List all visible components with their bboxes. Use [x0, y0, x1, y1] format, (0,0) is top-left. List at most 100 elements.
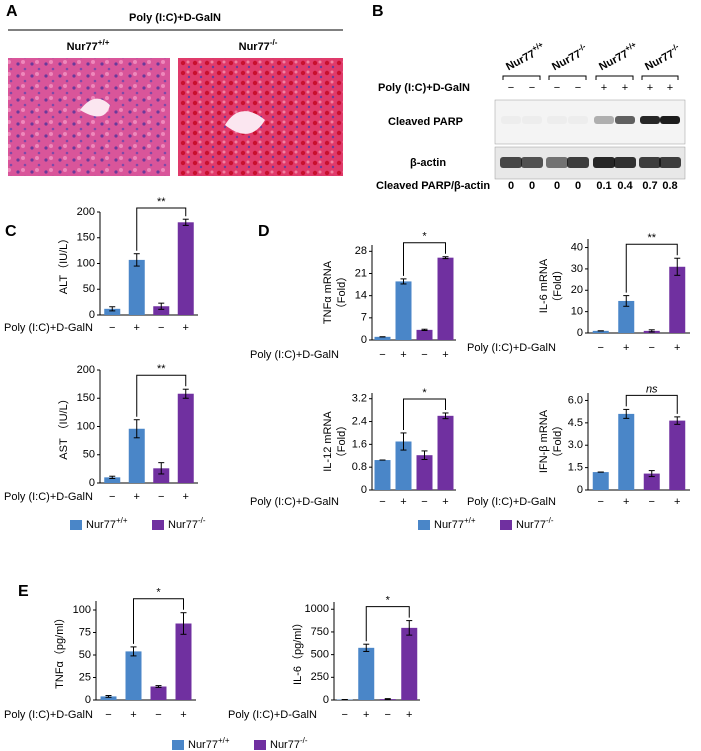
y-tick-label: 14	[355, 290, 367, 302]
error-bar	[158, 302, 165, 310]
error-bar	[442, 256, 449, 260]
x-tick-label: +	[134, 322, 140, 334]
x-row-label: Poly (I:C)+D-GalN	[467, 496, 556, 508]
x-row-label: Poly (I:C)+D-GalN	[228, 709, 317, 721]
x-tick-label: −	[158, 322, 164, 334]
group-label-sup: +/+	[98, 38, 110, 47]
band	[546, 157, 568, 168]
significance-bracket	[365, 606, 410, 642]
y-tick-label: 0	[85, 694, 91, 706]
legend-label: Nur77-/-	[168, 516, 206, 531]
bar	[416, 329, 433, 340]
x-tick-label: +	[180, 709, 186, 721]
significance-label: ns	[646, 383, 658, 395]
error-bar	[648, 329, 655, 333]
group-label-base: Nur77	[597, 48, 630, 73]
error-bar	[421, 328, 428, 331]
y-axis-label: （Fold）	[551, 420, 564, 463]
significance-bracket	[403, 242, 446, 276]
bar	[128, 259, 145, 315]
blot-label: β-actin	[410, 157, 446, 169]
y-axis-label: TNFα（pg/ml）	[53, 612, 66, 689]
bar	[125, 651, 142, 700]
band	[594, 116, 614, 124]
legend-label: Nur77+/+	[86, 516, 128, 531]
error-bar	[109, 306, 116, 312]
x-tick-label: +	[623, 342, 629, 354]
legend-label-sup: +/+	[464, 516, 476, 525]
y-tick-label: 1.6	[352, 438, 367, 450]
x-tick-label: +	[400, 349, 406, 361]
significance-label: **	[157, 363, 166, 375]
bar	[374, 460, 391, 490]
bar	[618, 300, 635, 333]
legend-label-sup: +/+	[218, 736, 230, 745]
y-tick-label: 20	[571, 284, 583, 296]
panel-title: Poly (I:C)+D-GalN	[129, 12, 221, 24]
panel-label: D	[258, 223, 270, 240]
legend-label-sup: -/-	[546, 516, 554, 525]
x-tick-label: +	[363, 709, 369, 721]
x-tick-label: −	[155, 709, 161, 721]
error-bar	[155, 685, 162, 688]
x-row-label: Poly (I:C)+D-GalN	[250, 349, 339, 361]
x-tick-label: −	[109, 491, 115, 503]
y-tick-label: 28	[355, 245, 367, 257]
x-tick-label: −	[598, 496, 604, 508]
y-tick-label: 50	[79, 649, 91, 661]
error-bar	[158, 462, 165, 475]
y-axis-label: IFN-β mRNA	[538, 409, 550, 473]
significance-bracket	[136, 374, 187, 417]
y-tick-label: 200	[77, 364, 95, 376]
group-label-base: Nur77	[550, 48, 583, 73]
y-tick-label: 0	[89, 309, 95, 321]
band	[593, 157, 615, 168]
band	[501, 116, 521, 124]
y-tick-label: 750	[311, 626, 329, 638]
group-label: Nur77+/+	[596, 40, 641, 73]
bar	[395, 281, 412, 340]
group-bracket	[502, 75, 541, 80]
significance-bracket	[403, 398, 446, 430]
bar	[669, 266, 686, 333]
group-label-sup: +/+	[530, 40, 545, 54]
x-tick-label: +	[442, 349, 448, 361]
significance-label: *	[386, 595, 391, 607]
x-tick-label: −	[598, 342, 604, 354]
bar	[358, 647, 375, 700]
y-tick-label: 0	[577, 484, 583, 496]
y-axis-label: IL-6 mRNA	[538, 258, 550, 313]
error-bar	[182, 388, 189, 399]
y-axis-label: （Fold）	[551, 264, 564, 307]
band	[547, 116, 567, 124]
bar	[175, 623, 192, 700]
significance-label: *	[422, 387, 427, 399]
x-row-label: Poly (I:C)+D-GalN	[4, 709, 93, 721]
significance-bracket	[625, 243, 678, 293]
bar	[395, 441, 412, 490]
y-tick-label: 40	[571, 241, 583, 253]
error-bar	[182, 218, 189, 226]
band	[640, 116, 660, 124]
x-tick-label: −	[379, 349, 385, 361]
error-bar	[363, 643, 370, 652]
group-label: Nur77-/-	[239, 38, 278, 53]
ratio: 0	[575, 180, 581, 192]
legend-swatch	[500, 520, 512, 530]
bar	[592, 472, 609, 490]
legend-label: Nur77-/-	[516, 516, 554, 531]
legend-label: Nur77+/+	[188, 736, 230, 751]
bar	[437, 257, 454, 340]
treatment-sign: +	[667, 82, 673, 94]
error-bar	[674, 416, 681, 425]
group-label-base: Nur77	[504, 48, 537, 73]
y-axis-label: （Fold）	[335, 271, 348, 314]
y-tick-label: 3.2	[352, 393, 367, 405]
legend-label-base: Nur77	[270, 739, 300, 751]
vessel	[225, 111, 265, 134]
error-bar	[384, 698, 391, 701]
bar	[592, 330, 609, 333]
significance-label: **	[157, 196, 166, 208]
bar	[104, 477, 121, 483]
